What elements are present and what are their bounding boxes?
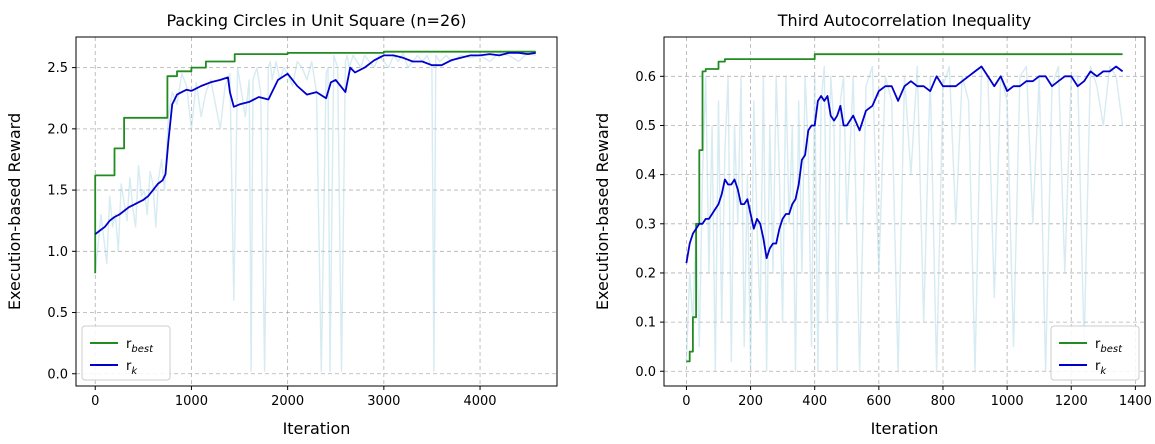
x-tick-label: 1000 — [175, 394, 208, 409]
legend-label-k: rk — [126, 359, 138, 377]
legend-label-k: rk — [1095, 359, 1107, 377]
x-tick-label: 2000 — [271, 394, 304, 409]
series-r-best — [686, 53, 1123, 363]
y-tick-label: 0.6 — [635, 70, 656, 85]
x-axis-label: Iteration — [871, 419, 939, 438]
chart-2: 0 200 400 600 800 1000 1200 1400 0.0 0.1 0.2 0.3 0.4… — [593, 11, 1152, 438]
x-tick-label: 0 — [682, 394, 690, 409]
legend: rbest rk — [81, 325, 171, 381]
y-tick-label: 1.5 — [47, 184, 68, 199]
plot-area — [94, 50, 537, 372]
y-tick-label: 0.1 — [635, 316, 656, 331]
x-tick-label: 800 — [931, 394, 956, 409]
plot-frame — [663, 36, 1146, 387]
legend: rbest rk — [1050, 325, 1140, 381]
x-tick-label: 200 — [738, 394, 763, 409]
x-tick-label: 1000 — [991, 394, 1024, 409]
y-tick-label: 1.0 — [47, 245, 68, 260]
x-tick-label: 3000 — [367, 394, 400, 409]
x-axis-label: Iteration — [283, 419, 351, 438]
x-tick-label: 600 — [866, 394, 891, 409]
x-tick-label: 400 — [802, 394, 827, 409]
x-tick-label: 1200 — [1055, 394, 1088, 409]
y-tick-label: 0.5 — [635, 119, 656, 134]
y-tick-label: 0.5 — [47, 306, 68, 321]
y-tick-label: 0.4 — [635, 168, 656, 183]
plot-area — [685, 53, 1124, 372]
chart-title: Packing Circles in Unit Square (n=26) — [166, 11, 466, 30]
y-tick-label: 2.5 — [47, 61, 68, 76]
series-r-k — [94, 52, 536, 235]
y-tick-label: 0.0 — [635, 365, 656, 380]
x-tick-label: 1400 — [1119, 394, 1152, 409]
series-raw — [685, 65, 1124, 372]
legend-label-best: rbest — [126, 337, 154, 355]
chart-title: Third Autocorrelation Inequality — [777, 11, 1031, 30]
y-tick-label: 2.0 — [47, 122, 68, 137]
x-tick-label: 4000 — [463, 394, 496, 409]
plot-frame — [75, 36, 558, 387]
series-r-best — [94, 50, 536, 274]
chart-1: 0 1000 2000 3000 4000 0.0 0.5 1.0 1.5 2.0 2.5 Packi… — [5, 11, 558, 438]
y-tick-label: 0.2 — [635, 266, 656, 281]
y-tick-label: 0.3 — [635, 217, 656, 232]
y-axis-label: Execution-based Reward — [593, 113, 612, 310]
y-tick-label: 0.0 — [47, 367, 68, 382]
series-r-k — [685, 65, 1124, 264]
x-tick-label: 0 — [91, 394, 99, 409]
series-raw — [94, 52, 537, 372]
legend-label-best: rbest — [1095, 337, 1123, 355]
y-axis-label: Execution-based Reward — [5, 113, 24, 310]
legend-box — [1050, 325, 1140, 381]
legend-box — [81, 325, 171, 381]
